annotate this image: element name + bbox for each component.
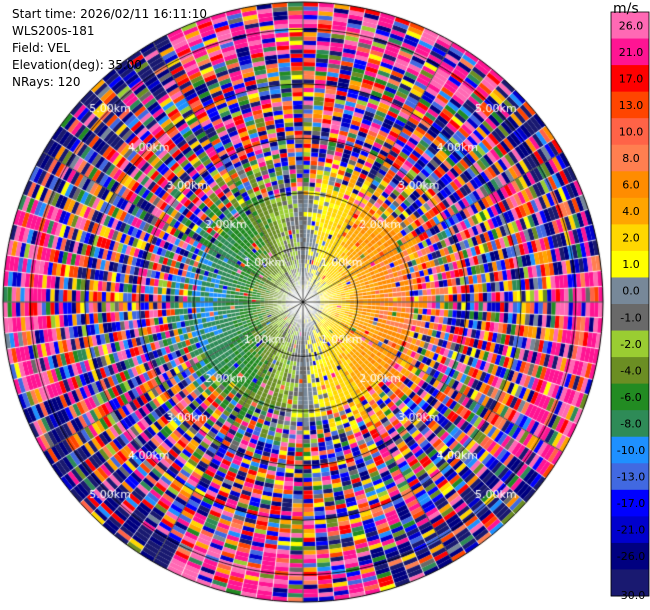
colorbar-bin [611,38,649,66]
start-time-label: Start time: 2026/02/11 16:11:10 [12,7,207,21]
colorbar-tick-label: 6.0 [622,179,640,192]
colorbar-bin [611,250,649,278]
colorbar-bin [611,144,649,172]
colorbar-tick-label: 21.0 [619,46,644,59]
colorbar-unit-label: m/s [613,1,639,17]
nrays-label: NRays: 120 [12,75,81,89]
colorbar-tick-label: -17.0 [617,497,645,510]
colorbar-tick-label: 4.0 [622,205,640,218]
colorbar-tick-label: 8.0 [622,152,640,165]
colorbar-bin [611,12,649,40]
colorbar-bin [611,463,649,491]
instrument-label: WLS200s-181 [12,24,95,38]
colorbar-bin [611,410,649,438]
colorbar-tick-label: -4.0 [620,364,641,377]
colorbar-bin [611,91,649,119]
colorbar-bin [611,197,649,225]
colorbar-tick-label: -13.0 [617,471,645,484]
field-label: Field: VEL [12,41,71,55]
colorbar-tick-label: -6.0 [620,391,641,404]
colorbar-tick-label: 1.0 [622,258,640,271]
colorbar-bin [611,171,649,199]
colorbar-tick-label: 26.0 [619,19,644,32]
colorbar-bin [611,357,649,385]
colorbar-tick-label: -1.0 [620,311,641,324]
elevation-label: Elevation(deg): 35.00 [12,58,142,72]
colorbar-tick-label: -10.0 [617,444,645,457]
colorbar-bin [611,569,649,597]
colorbar-bin [611,516,649,544]
ppi-velocity-plot [0,0,610,610]
colorbar-tick-label: -8.0 [620,417,641,430]
colorbar-bin [611,542,649,570]
colorbar-frame [610,11,650,597]
colorbar-tick-label: -30.0 [617,589,645,602]
colorbar-tick-label: 17.0 [619,72,644,85]
colorbar-bin [611,383,649,411]
colorbar-bin [611,436,649,464]
colorbar-bin [611,277,649,305]
colorbar: 26.0 21.0 17.0 13.0 10.0 8.0 6.0 4.0 2.0 1.0 0.0 -1… [610,11,650,602]
scan-info: Start time: 2026/02/11 16:11:10 WLS200s-… [12,6,207,91]
colorbar-bin [611,489,649,517]
colorbar-tick-label: -21.0 [617,524,645,537]
colorbar-bin [611,224,649,252]
colorbar-tick-label: 13.0 [619,99,644,112]
colorbar-tick-label: 10.0 [619,125,644,138]
colorbar-tick-label: 0.0 [622,285,640,298]
colorbar-tick-label: -26.0 [617,550,645,563]
colorbar-tick-label: -2.0 [620,338,641,351]
colorbar-bin [611,65,649,93]
colorbar-bin [611,304,649,332]
colorbar-bin [611,118,649,146]
colorbar-bin [611,330,649,358]
colorbar-tick-label: 2.0 [622,232,640,245]
